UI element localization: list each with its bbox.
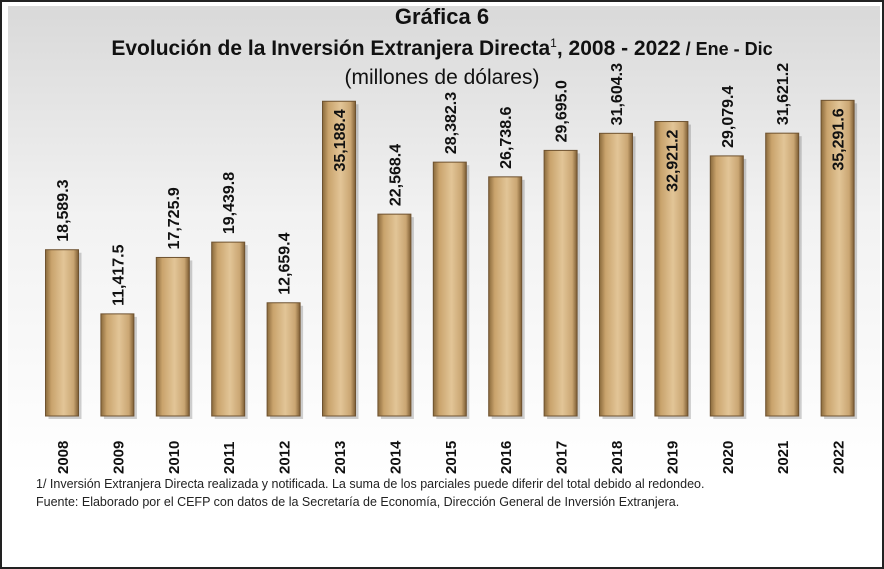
- x-tick-label-2010: 2010: [166, 441, 183, 474]
- data-label-2014: 22,568.4: [387, 144, 404, 206]
- chart-title-period: / Ene - Dic: [680, 39, 773, 59]
- bar-2021: [765, 132, 800, 417]
- bar-2009: [100, 313, 135, 417]
- data-label-2016: 26,738.6: [498, 106, 515, 168]
- x-tick-label-2021: 2021: [775, 441, 792, 474]
- x-tick-label-2011: 2011: [221, 441, 238, 474]
- bar-2014: [377, 213, 412, 417]
- data-label-2008: 18,589.3: [55, 179, 72, 241]
- bar-2015: [432, 161, 467, 417]
- x-tick-label-2022: 2022: [831, 441, 848, 474]
- x-tick-label-2016: 2016: [498, 441, 515, 474]
- x-tick-label-2009: 2009: [110, 441, 127, 474]
- data-label-2017: 29,695.0: [554, 80, 571, 142]
- chart-title-footnote-ref: 1: [550, 36, 557, 50]
- bar-2016: [488, 176, 523, 417]
- footnote-block: 1/ Inversión Extranjera Directa realizad…: [36, 477, 874, 513]
- bar-2019: [654, 121, 689, 417]
- bar-2020: [709, 155, 744, 417]
- data-label-2018: 31,604.3: [609, 63, 626, 125]
- data-label-2020: 29,079.4: [720, 86, 737, 148]
- data-label-2011: 19,439.8: [221, 172, 238, 234]
- x-tick-label-2008: 2008: [55, 441, 72, 474]
- x-tick-label-2017: 2017: [554, 441, 571, 474]
- data-label-2022: 35,291.6: [831, 108, 848, 170]
- bar-2018: [599, 132, 633, 417]
- x-tick-label-2019: 2019: [664, 441, 681, 474]
- bar-2017: [543, 149, 578, 417]
- chart-title-main: Evolución de la Inversión Extranjera Dir…: [111, 37, 551, 60]
- data-label-2012: 12,659.4: [277, 232, 294, 294]
- bar-2011: [211, 241, 246, 417]
- footnote-note: 1/ Inversión Extranjera Directa realizad…: [36, 477, 705, 491]
- bar-2010: [155, 256, 190, 417]
- data-label-2021: 31,621.2: [775, 63, 792, 125]
- footnote-source: Fuente: Elaborado por el CEFP con datos …: [36, 495, 680, 509]
- bar-2013: [322, 100, 356, 417]
- x-tick-label-2020: 2020: [720, 441, 737, 474]
- data-label-2015: 28,382.3: [443, 92, 460, 154]
- x-tick-label-2012: 2012: [277, 441, 294, 474]
- x-tick-label-2015: 2015: [443, 441, 460, 474]
- chart-title-years: , 2008 - 2022: [556, 37, 681, 60]
- bar-2008: [45, 249, 79, 417]
- data-label-2019: 32,921.2: [664, 129, 681, 191]
- chart-number-title: Gráfica 6: [394, 4, 490, 29]
- bar-2022: [820, 99, 855, 417]
- x-tick-label-2018: 2018: [609, 441, 626, 474]
- chart-subtitle: (millones de dólares): [344, 66, 540, 89]
- bars-layer: 18,589.3 2008 11,417.5 2009 17,725.9 2010 19,4…: [45, 63, 858, 474]
- data-label-2010: 17,725.9: [166, 187, 183, 249]
- bar-2012: [266, 302, 301, 417]
- bar-chart: 18,589.3 2008 11,417.5 2009 17,725.9 2010 19,4…: [45, 63, 858, 474]
- data-label-2013: 35,188.4: [332, 109, 349, 171]
- data-label-2009: 11,417.5: [110, 244, 127, 306]
- x-tick-label-2013: 2013: [332, 441, 349, 474]
- chart-title: Evolución de la Inversión Extranjera Dir…: [0, 36, 884, 61]
- x-tick-label-2014: 2014: [387, 440, 404, 474]
